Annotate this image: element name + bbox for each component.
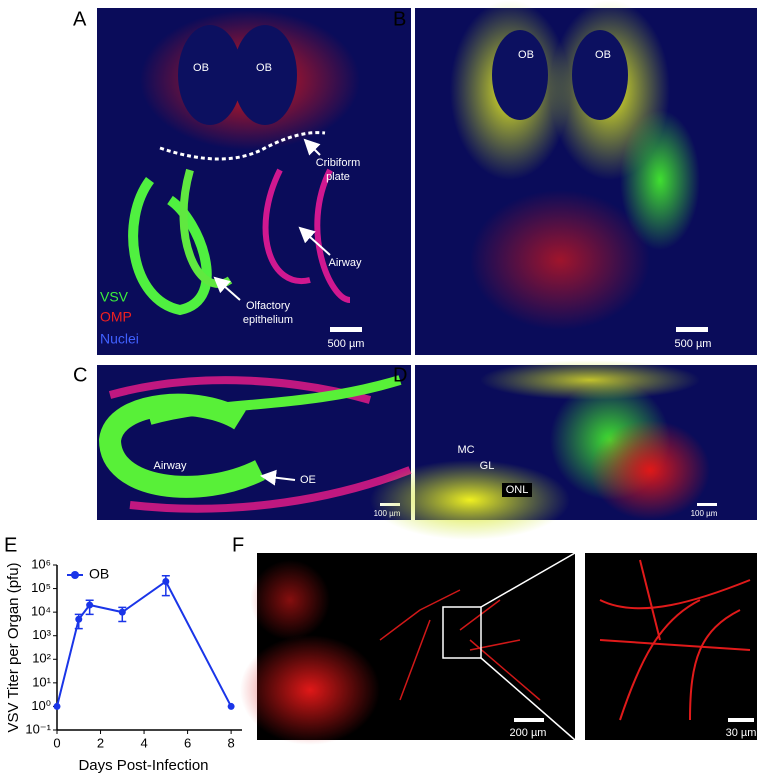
label: OB: [518, 49, 534, 61]
scale-bar: [330, 327, 362, 332]
x-tick-label: 0: [53, 735, 60, 750]
image-region: [178, 25, 242, 125]
arrow: [213, 276, 241, 301]
y-tick-label: 10³: [32, 627, 51, 642]
panel-letter: F: [232, 534, 244, 556]
label: OB: [193, 62, 209, 74]
image-region: [470, 190, 650, 330]
image-region: [129, 466, 412, 513]
image-region: [572, 30, 628, 120]
scale-bar: [697, 503, 717, 506]
panel-e: E 10⁻¹ 10⁰ 10¹ 10² 10³ 10⁴ 10⁵ 10⁶ 0 2 4 6 8 Days Pos…: [4, 534, 242, 774]
x-axis-label: Days Post-Infection: [78, 757, 208, 774]
label: plate: [326, 171, 350, 183]
zoom-line: [480, 657, 576, 741]
data-point: [75, 615, 83, 623]
image-region: [314, 168, 351, 303]
panel-letter: C: [73, 364, 87, 386]
image-region: [379, 589, 541, 701]
panel-letter: B: [393, 8, 406, 30]
legend-label: VSV: [100, 289, 129, 305]
label-box: [502, 483, 532, 497]
label: Olfactory: [246, 300, 291, 312]
data-point: [162, 577, 170, 585]
arrow: [298, 226, 331, 256]
y-axis-label: VSV Titer per Organ (pfu): [5, 562, 22, 732]
image-region: [98, 393, 265, 498]
label: Airway: [328, 257, 362, 269]
scale-label: 200 µm: [510, 727, 547, 739]
series-line: [56, 580, 233, 707]
label: epithelium: [243, 314, 293, 326]
panel-f: F 200 µm 30 µm: [232, 534, 757, 745]
image-region: [233, 25, 297, 125]
panel-letter: D: [393, 364, 407, 386]
image-region: [128, 177, 212, 316]
scale-bar: [728, 718, 754, 722]
legend-label: OB: [89, 566, 109, 582]
arrow: [303, 138, 321, 156]
panel-a: A OB OB Cribiform plate Airway Olfactory…: [73, 8, 411, 355]
zoom-box: [442, 606, 482, 659]
image-region: [148, 375, 402, 425]
image-region: [370, 460, 570, 540]
panel-b: B OB OB 500 µm: [393, 0, 757, 355]
image-region: [240, 635, 380, 745]
panel-c: C Airway OE 100 µm: [73, 364, 412, 520]
panel-letter: E: [4, 534, 17, 556]
scale-label: 500 µm: [675, 338, 712, 350]
x-tick-label: 8: [228, 735, 235, 750]
scale-label: 500 µm: [328, 338, 365, 350]
scale-label: 30 µm: [726, 727, 757, 739]
y-tick-label: 10¹: [32, 674, 51, 689]
legend-marker: [71, 571, 79, 579]
data-point: [53, 702, 61, 710]
image-region: [590, 420, 710, 520]
legend-label: Nuclei: [100, 331, 139, 347]
image-region: [620, 110, 700, 250]
y-tick-label: 10²: [32, 651, 51, 666]
scale-bar: [514, 718, 544, 722]
image-region: [480, 360, 700, 400]
arrow: [260, 469, 296, 486]
legend-label: OMP: [100, 309, 132, 325]
label: ONL: [506, 484, 529, 496]
data-point: [118, 608, 126, 616]
scale-label: 100 µm: [691, 509, 718, 518]
label: OB: [256, 62, 272, 74]
label: Cribiform: [316, 157, 361, 169]
image: [585, 553, 757, 740]
x-tick-label: 6: [184, 735, 191, 750]
y-tick-label: 10⁰: [31, 698, 51, 713]
label: OB: [595, 49, 611, 61]
data-point: [227, 702, 235, 710]
label: Airway: [153, 460, 187, 472]
image-region: [599, 559, 751, 721]
panel-letter: A: [73, 8, 87, 30]
panel-d: D MC GL ONL 100 µm: [370, 360, 757, 540]
x-tick-label: 2: [97, 735, 104, 750]
data-point: [86, 601, 94, 609]
zoom-line: [480, 552, 576, 608]
y-tick-label: 10⁵: [31, 580, 51, 595]
image-region: [492, 30, 548, 120]
label: OE: [300, 474, 316, 486]
image-region: [250, 560, 330, 640]
label: GL: [480, 460, 495, 472]
image-region: [262, 168, 311, 285]
y-tick-label: 10⁴: [31, 604, 51, 619]
y-tick-label: 10⁶: [31, 556, 51, 571]
y-tick-label: 10⁻¹: [25, 721, 51, 736]
scale-bar: [676, 327, 708, 332]
x-tick-label: 4: [140, 735, 147, 750]
label: MC: [457, 444, 474, 456]
